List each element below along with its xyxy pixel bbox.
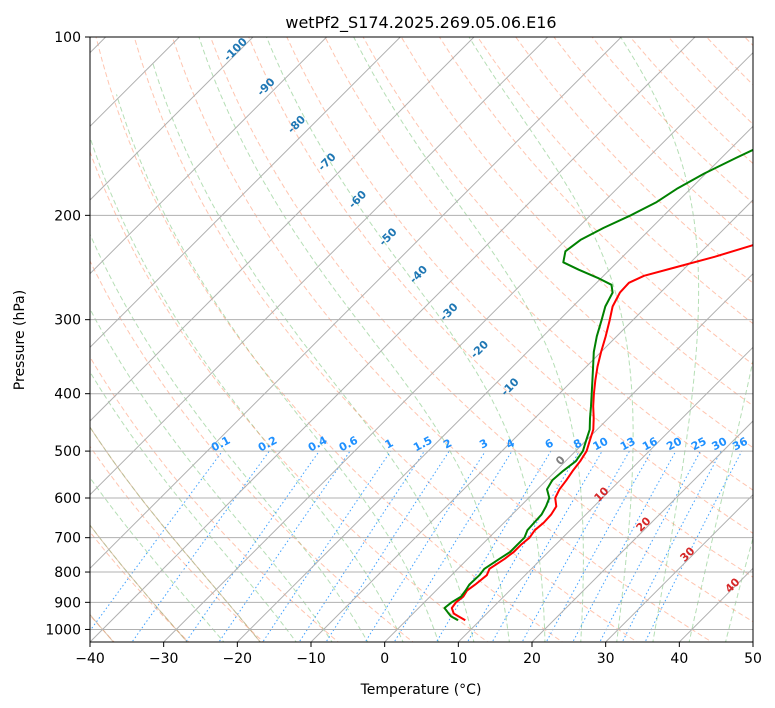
chart-title: wetPf2_S174.2025.269.05.06.E16: [285, 13, 556, 33]
mixing-ratio-label: 25: [689, 435, 709, 454]
dry-adiabat: [362, 37, 753, 449]
dry-adiabat: [90, 150, 489, 642]
isotherm-line: [457, 346, 753, 642]
y-tick-label: 900: [54, 595, 81, 611]
dry-adiabat: [95, 37, 564, 642]
y-tick-label: 700: [54, 531, 81, 547]
isotherm-line: [90, 37, 549, 496]
x-tick-label: −40: [75, 651, 105, 667]
isotherm-line: [383, 272, 753, 642]
isotherm-line: [310, 199, 753, 642]
dry-adiabat: [477, 37, 753, 325]
moist-adiabat: [116, 94, 440, 642]
x-axis: −40 −30 −20 −10 0 10 20 30 40 50: [75, 642, 762, 667]
x-axis-label: Temperature (°C): [360, 682, 482, 698]
isotherm-line: [90, 37, 696, 642]
grid-lines: [90, 37, 753, 630]
x-tick-label: 50: [744, 651, 762, 667]
mixing-ratio-line: [466, 450, 580, 642]
temperature-profile: [450, 244, 753, 622]
x-tick-label: 20: [523, 651, 541, 667]
mixing-ratio-line: [298, 450, 425, 642]
mixing-ratio-line: [325, 450, 450, 642]
dry-adiabat: [90, 445, 265, 642]
mixing-ratio-line: [185, 450, 320, 642]
moist-adiabat: [90, 476, 225, 642]
y-tick-label: 400: [54, 387, 81, 403]
plot-frame: [89, 36, 754, 643]
dry-adiabat: [90, 356, 339, 642]
x-tick-label: 10: [449, 651, 467, 667]
y-tick-label: 800: [54, 565, 81, 581]
wetbulb-adiabats: [90, 426, 261, 642]
mixing-ratio-line: [262, 450, 392, 642]
mixing-ratio-line: [572, 450, 677, 642]
y-axis: 1000 900 800 700 600 500 400 300 200 100: [45, 30, 90, 638]
isotherm-line: [604, 493, 753, 642]
profiles: [443, 148, 753, 622]
y-tick-label: 300: [54, 313, 81, 329]
moist-adiabat: [90, 308, 333, 642]
plot-background: [90, 37, 753, 642]
skewed-isotherms: [90, 37, 753, 642]
mixing-ratio-label: 13: [618, 435, 638, 454]
mixing-ratio-labels: 0.1 0.2 0.4 0.6 1 1.5 2 3 4 6 8 10 13 16 20 25 30 36: [209, 434, 750, 455]
isotherm-line: [90, 37, 181, 128]
isotherm-line: [90, 37, 328, 275]
mixing-ratio-label: 36: [730, 435, 750, 454]
mixing-ratio-line: [621, 450, 722, 642]
dry-adiabat: [286, 37, 753, 534]
isotherm-line: [90, 37, 475, 422]
mixing-ratio-label: 30: [710, 435, 730, 454]
y-tick-label: 1000: [45, 622, 81, 638]
mixing-ratio-label: 16: [640, 435, 660, 454]
wetbulb-curve: [90, 524, 188, 642]
x-tick-label: 40: [670, 651, 688, 667]
x-tick-label: −10: [296, 651, 326, 667]
mixing-ratio-line: [131, 450, 270, 642]
moist-adiabat: [90, 135, 404, 642]
mixing-ratio-label: 10: [591, 434, 611, 453]
wetbulb-curve: [90, 426, 261, 642]
isotherm-line: [90, 37, 402, 349]
mixing-ratio-label: 20: [664, 434, 684, 453]
x-tick-label: 30: [597, 651, 615, 667]
isotherm-line: [162, 51, 753, 642]
x-tick-label: −30: [149, 651, 179, 667]
plot-area: -100-90-80-70-60-50-40-30-20-10 01020304…: [90, 37, 753, 642]
y-tick-label: 600: [54, 491, 81, 507]
mixing-ratio-line: [90, 450, 223, 632]
y-tick-label: 200: [54, 208, 81, 224]
mixing-ratio-line: [218, 450, 351, 642]
mixing-ratio-line: [599, 450, 701, 642]
isotherm-line: [236, 125, 753, 642]
isotherm-line: [90, 37, 254, 201]
dewpoint-profile: [443, 148, 753, 622]
dry-adiabat: [438, 37, 753, 366]
y-axis-label: Pressure (hPa): [12, 290, 28, 390]
mixing-ratio-line: [393, 450, 513, 642]
moist-adiabat: [90, 233, 369, 642]
dry-adiabat: [324, 37, 753, 491]
x-tick-label: −20: [223, 651, 253, 667]
x-tick-label: 0: [380, 651, 389, 667]
isotherm-line: [90, 37, 623, 570]
isotherm-line: [531, 420, 753, 642]
y-tick-label: 500: [54, 444, 81, 460]
y-tick-label: 100: [54, 30, 81, 46]
